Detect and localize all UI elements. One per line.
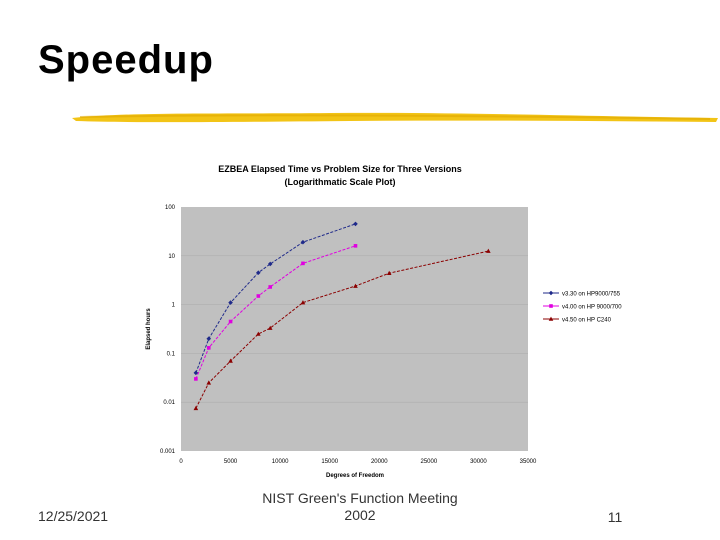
data-point-diamond xyxy=(300,239,306,245)
data-point-diamond xyxy=(228,300,233,305)
legend-label: v3.30 on HP9000/755 xyxy=(562,292,621,298)
data-point-triangle xyxy=(548,316,554,321)
y-tick-label: 0.1 xyxy=(167,351,176,357)
data-point-triangle xyxy=(206,380,212,385)
legend-label: v4.50 on HP C240 xyxy=(562,318,612,324)
data-point-triangle xyxy=(228,358,233,363)
plot-area xyxy=(181,207,528,451)
data-point-square xyxy=(194,377,198,381)
data-point-triangle xyxy=(353,283,358,288)
chart-legend: v3.30 on HP9000/755 v4.00 on HP 9000/700 v… xyxy=(543,290,622,324)
y-tick-labels: 100 10 1 0.1 0.01 0.001 xyxy=(160,205,176,455)
data-point-diamond xyxy=(256,270,261,276)
x-tick-label: 15000 xyxy=(321,459,338,465)
x-tick-label: 0 xyxy=(179,459,183,465)
footer-center: NIST Green's Function Meeting 2002 xyxy=(250,490,470,524)
legend-label: v4.00 on HP 9000/700 xyxy=(562,305,622,311)
y-tick-label: 0.01 xyxy=(163,400,175,406)
data-point-square xyxy=(268,285,273,289)
x-tick-label: 10000 xyxy=(272,459,289,465)
footer-year: 2002 xyxy=(344,507,376,523)
data-point-diamond xyxy=(353,221,358,227)
x-axis-label: Degrees of Freedom xyxy=(326,473,384,479)
x-tick-label: 30000 xyxy=(470,459,487,465)
data-point-square xyxy=(256,294,261,298)
title-underline-brush xyxy=(72,112,718,123)
chart-markers xyxy=(193,221,491,411)
y-axis-label: Elapsed hours xyxy=(146,308,152,350)
footer-date: 12/25/2021 xyxy=(38,508,109,524)
data-point-triangle xyxy=(486,248,491,253)
data-point-diamond xyxy=(206,336,212,342)
data-point-square xyxy=(228,319,233,324)
data-point-triangle xyxy=(267,325,273,330)
data-point-square xyxy=(353,244,358,248)
data-point-triangle xyxy=(386,270,392,275)
y-tick-label: 0.001 xyxy=(160,449,176,455)
chart-grid xyxy=(181,255,528,403)
x-tick-label: 25000 xyxy=(421,459,438,465)
data-point-triangle xyxy=(193,405,199,411)
data-point-square xyxy=(301,261,305,266)
data-point-diamond xyxy=(548,290,554,296)
chart-title: EZBEA Elapsed Time vs Problem Size for T… xyxy=(218,164,462,174)
x-tick-label: 35000 xyxy=(520,459,537,465)
x-tick-labels: 0 5000 10000 15000 20000 25000 30000 35000 xyxy=(179,459,537,465)
series-line xyxy=(195,250,489,409)
page-number: 11 xyxy=(607,509,623,525)
footer-meeting-name: NIST Green's Function Meeting xyxy=(262,490,458,506)
data-point-square xyxy=(206,346,211,350)
data-point-square xyxy=(549,304,553,308)
data-point-triangle xyxy=(256,331,261,336)
x-tick-label: 5000 xyxy=(224,459,238,465)
data-point-diamond xyxy=(193,370,199,376)
y-tick-label: 100 xyxy=(165,205,176,211)
data-point-diamond xyxy=(267,261,273,267)
x-tick-label: 20000 xyxy=(371,459,388,465)
slide-title: Speedup xyxy=(38,38,214,82)
chart-subtitle: (Logarithmatic Scale Plot) xyxy=(284,177,395,187)
y-tick-label: 10 xyxy=(168,254,175,260)
data-point-triangle xyxy=(300,300,306,305)
y-tick-label: 1 xyxy=(172,303,176,309)
